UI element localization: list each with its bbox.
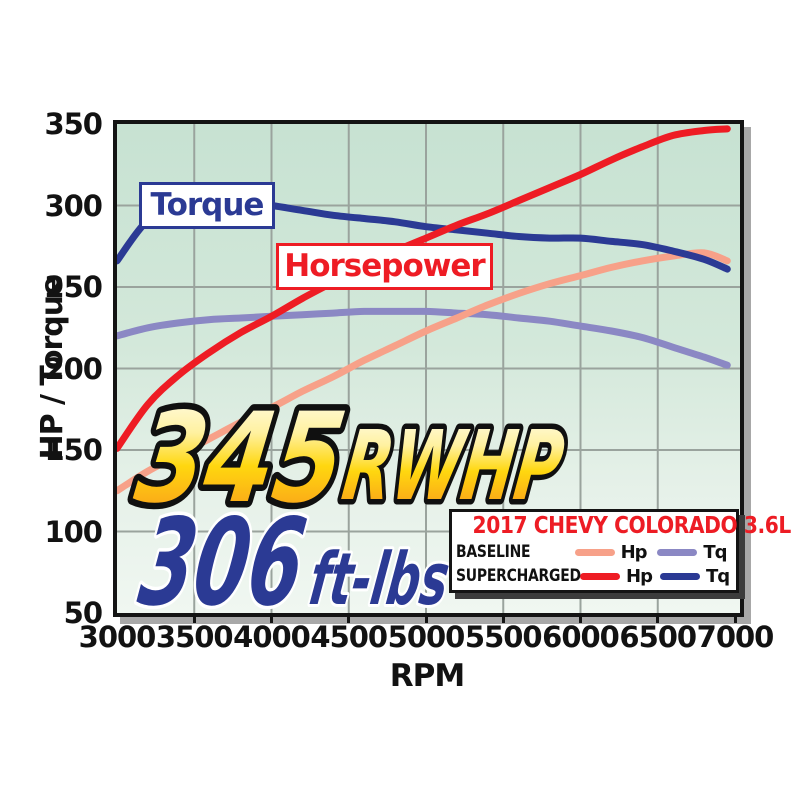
x-tick-label: 3000: [78, 620, 157, 654]
x-tick-label: 5000: [387, 620, 466, 654]
peak-torque-unit: ft-lbs: [304, 538, 454, 622]
legend-title: 2017 CHEVY COLORADO 3.6L: [472, 513, 792, 539]
legend-entry-label: Tq: [706, 565, 730, 587]
legend-swatch-hp: [580, 572, 620, 580]
x-tick-mark: [347, 616, 351, 623]
x-tick-mark: [501, 616, 505, 623]
legend-row-label: SUPERCHARGED: [456, 566, 581, 586]
x-tick-label: 6000: [542, 620, 620, 654]
peak-hp-unit: RWHP: [336, 409, 570, 521]
y-tick-label: 250: [44, 270, 103, 304]
legend-entry-label: Tq: [703, 541, 727, 563]
y-tick-label: 50: [63, 596, 103, 630]
x-tick-mark: [733, 616, 737, 623]
x-tick-label: 7000: [696, 620, 775, 654]
curve-baseline-hp: [117, 249, 731, 495]
x-tick-label: 4000: [233, 620, 311, 654]
torque-curve-label-text: Torque: [150, 187, 265, 223]
x-tick-label: 3500: [155, 620, 234, 654]
y-tick-label: 200: [44, 351, 103, 386]
x-tick-label: 4500: [310, 620, 388, 654]
peak-hp-value: 345: [128, 387, 353, 531]
legend-row-baseline: BASELINE Hp Tq: [456, 540, 732, 564]
x-tick-mark: [192, 616, 196, 623]
curve-baseline-tq: [117, 307, 731, 369]
curve-supercharged-hp: [117, 125, 731, 452]
legend-swatch-tq: [660, 572, 700, 580]
legend-swatch-hp: [574, 548, 615, 556]
x-tick-mark: [270, 616, 273, 623]
legend-entry-label: Hp: [620, 541, 648, 563]
y-tick-label: 350: [44, 107, 103, 141]
legend-rows: BASELINE Hp Tq SUPERCHARGED Hp Tq: [456, 540, 732, 588]
x-tick-label: 6500: [619, 620, 697, 654]
horsepower-curve-label-text: Horsepower: [284, 248, 485, 284]
y-tick-label: 150: [44, 433, 103, 467]
y-tick-label: 300: [44, 188, 103, 223]
y-tick-label: 100: [44, 514, 103, 549]
peak-results-callout: 345 RWHP 306 ft-lbs: [122, 380, 576, 636]
x-axis-title: RPM: [389, 658, 465, 694]
legend: 2017 CHEVY COLORADO 3.6L BASELINE Hp Tq SUP…: [449, 509, 792, 593]
torque-curve-label: Torque: [139, 182, 275, 229]
peak-torque-value: 306: [132, 494, 314, 633]
x-tick-mark: [656, 616, 660, 623]
horsepower-curve-label: Horsepower: [276, 243, 493, 290]
legend-entry-label: Hp: [626, 565, 653, 587]
x-tick-label: 5500: [464, 620, 543, 654]
x-tick-mark: [579, 616, 582, 623]
legend-row-supercharged: SUPERCHARGED Hp Tq: [456, 564, 732, 588]
legend-row-label: BASELINE: [456, 542, 531, 562]
x-tick-mark: [424, 616, 428, 623]
legend-swatch-tq: [657, 548, 698, 556]
